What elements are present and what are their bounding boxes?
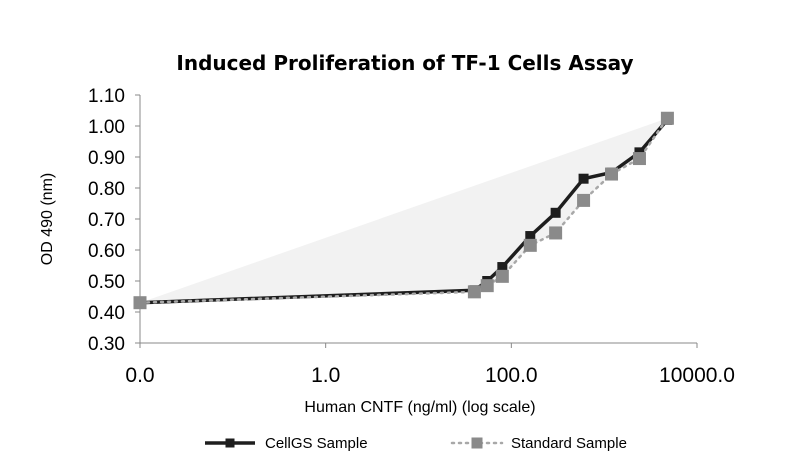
y-tick-labels: 0.30 0.40 0.50 0.60 0.70 0.80 0.90 1.00 1.10 [88,86,125,355]
data-point [467,285,481,299]
legend-item: CellGS Sample [205,435,368,452]
data-point [495,269,509,283]
chart-title: Induced Proliferation of TF-1 Cells Assa… [176,51,633,75]
legend-marker [225,438,235,448]
y-tick-label: 1.00 [88,117,125,138]
series-line [138,117,669,304]
data-point [577,193,591,207]
data-point [525,231,536,242]
data-point [480,279,494,293]
data-point [550,207,561,218]
legend: CellGS Sample Standard Sample [205,435,627,452]
x-tick-label: 10000.0 [659,364,735,387]
series-group [133,111,674,310]
data-point [497,262,508,273]
data-point [578,173,589,184]
legend-item: Standard Sample [450,435,627,452]
y-tick-label: 0.40 [88,303,125,324]
data-point [632,152,646,166]
legend-marker [471,437,483,449]
x-tick-label: 1.0 [311,364,340,387]
data-point [605,167,619,181]
y-tick-label: 0.80 [88,179,125,200]
y-tick-label: 1.10 [88,86,125,107]
x-tick-label: 0.0 [125,364,154,387]
series-1 [133,111,674,310]
x-axis-label: Human CNTF (ng/ml) (log scale) [304,399,535,416]
y-tick-label: 0.90 [88,148,125,169]
y-axis-label: OD 490 (nm) [39,173,56,265]
data-point [523,238,537,252]
x-tick-label: 100.0 [485,364,538,387]
y-tick-label: 0.70 [88,210,125,231]
y-tick-label: 0.50 [88,272,125,293]
data-point [660,111,674,125]
shade-region [140,118,668,303]
y-tick-label: 0.60 [88,241,125,262]
data-point [549,226,563,240]
shaded-area [140,118,668,303]
legend-label: CellGS Sample [265,435,368,452]
x-tick-labels: 0.0 1.0 100.0 10000.0 [125,364,735,387]
data-point [133,296,147,310]
legend-label: Standard Sample [511,435,627,452]
y-tick-label: 0.30 [88,334,125,355]
